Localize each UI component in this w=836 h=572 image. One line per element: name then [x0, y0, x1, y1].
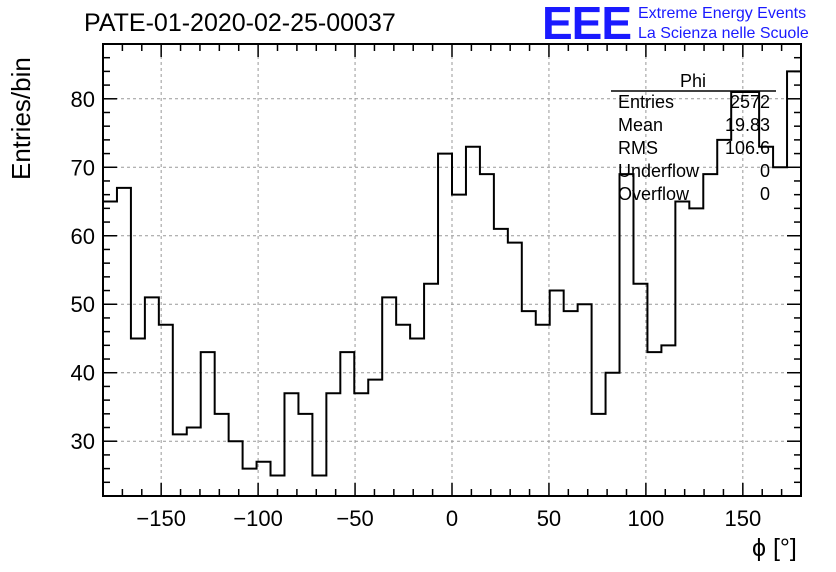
- x-tick-label: 150: [724, 506, 761, 531]
- histogram-bin: [438, 154, 452, 496]
- histogram-bin: [480, 174, 494, 496]
- histogram-bin: [117, 188, 131, 496]
- histogram-bin: [215, 414, 229, 496]
- stats-row-value: 106.6: [724, 138, 770, 158]
- y-axis-label: Entries/bin: [6, 57, 36, 180]
- y-tick-label: 60: [71, 224, 95, 249]
- stats-row-value: 2572: [729, 92, 770, 112]
- x-tick-label: −150: [136, 506, 186, 531]
- histogram-bin: [424, 284, 438, 496]
- histogram-bin: [508, 243, 522, 496]
- histogram-bin: [173, 434, 187, 496]
- chart-title: PATE-01-2020-02-25-00037: [84, 9, 396, 37]
- stats-row-label: Overflow: [618, 184, 690, 204]
- y-tick-label: 40: [71, 361, 95, 386]
- histogram-bin: [620, 174, 634, 496]
- histogram-bin: [410, 338, 424, 496]
- histogram-bin: [131, 338, 145, 496]
- histogram-bin: [564, 311, 578, 496]
- histogram-bin: [522, 311, 536, 496]
- stats-row-label: Entries: [618, 92, 675, 112]
- histogram-bin: [675, 202, 689, 496]
- histogram-bin: [229, 441, 243, 496]
- x-tick-label: 100: [628, 506, 665, 531]
- histogram-bin: [689, 208, 703, 496]
- histogram-bin: [717, 140, 731, 496]
- histogram-bin: [452, 195, 466, 496]
- histogram-bin: [382, 297, 396, 496]
- histogram-bin: [494, 229, 508, 496]
- histogram-bin: [536, 325, 550, 496]
- histogram-bin: [661, 345, 675, 496]
- histogram-bin: [466, 147, 480, 496]
- stats-row-label: Underflow: [618, 161, 700, 181]
- histogram-bin: [187, 428, 201, 496]
- histogram-bin: [368, 380, 382, 496]
- histogram-bin: [703, 174, 717, 496]
- stats-row-value: 19.83: [724, 115, 770, 135]
- histogram-bin: [787, 71, 801, 496]
- logo-line-1: Extreme Energy Events: [638, 5, 807, 22]
- y-tick-label: 30: [71, 429, 95, 454]
- histogram-bin: [145, 297, 159, 496]
- y-tick-label: 80: [71, 87, 95, 112]
- histogram-bin: [201, 352, 215, 496]
- histogram-bin: [550, 291, 564, 496]
- histogram-series: [103, 70, 801, 477]
- histogram-bin: [103, 202, 117, 496]
- histogram-bin: [633, 284, 647, 496]
- histogram-bin: [592, 414, 606, 496]
- histogram-bin: [354, 393, 368, 496]
- histogram-bin: [159, 325, 173, 496]
- stats-row-value: 0: [759, 161, 770, 181]
- x-tick-label: −50: [336, 506, 373, 531]
- logo-line-2: La Scienza nelle Scuole: [638, 25, 809, 42]
- stats-box-title: Phi: [680, 71, 707, 91]
- x-tick-label: −100: [233, 506, 283, 531]
- y-tick-label: 70: [71, 155, 95, 180]
- histogram-bin: [578, 304, 592, 496]
- stats-row-label: Mean: [618, 115, 664, 135]
- histogram-bin: [773, 167, 787, 496]
- histogram-bin: [340, 352, 354, 496]
- stats-row-label: RMS: [618, 138, 658, 158]
- histogram-bin: [647, 352, 661, 496]
- histogram-bin: [243, 469, 257, 496]
- histogram-bin: [396, 325, 410, 496]
- x-axis-label: ϕ [°]: [752, 534, 797, 562]
- eee-logo-mark: EEE: [542, 0, 632, 49]
- stats-row-value: 0: [759, 184, 770, 204]
- histogram-bin: [312, 475, 326, 496]
- histogram-bin: [326, 393, 340, 496]
- x-tick-label: 0: [446, 506, 458, 531]
- x-tick-label: 50: [537, 506, 561, 531]
- histogram-bin: [298, 414, 312, 496]
- histogram-bin: [606, 373, 620, 496]
- y-tick-label: 50: [71, 292, 95, 317]
- histogram-bin: [284, 393, 298, 496]
